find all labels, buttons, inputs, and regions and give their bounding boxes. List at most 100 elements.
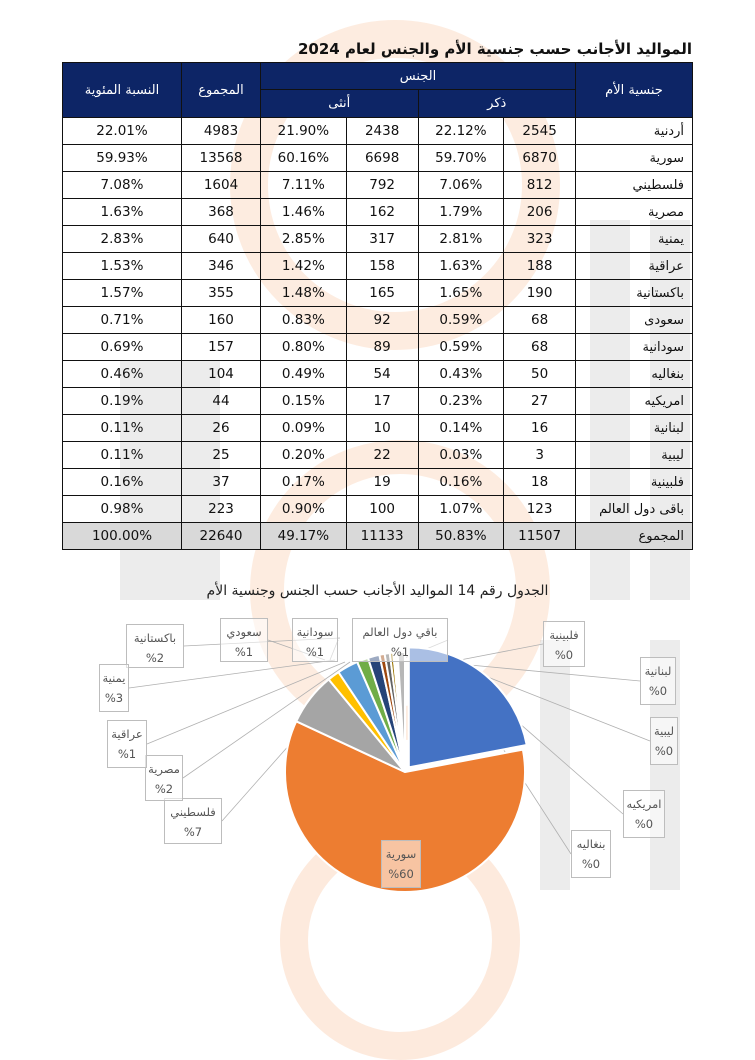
- pie-label-percent: %1: [390, 645, 410, 659]
- percent-cell: 0.46%: [62, 360, 182, 388]
- female-percent-cell: 1.48%: [260, 279, 347, 307]
- pie-label-percent: %0: [654, 744, 674, 758]
- nationality-cell: باكستانية: [575, 279, 693, 307]
- male-count-cell: 68: [503, 333, 576, 361]
- header-female: أنثى: [260, 89, 419, 118]
- female-percent-cell: 0.49%: [260, 360, 347, 388]
- pie-label-name: باكستانية: [133, 631, 177, 645]
- pie-label-percent: %0: [648, 684, 668, 698]
- female-count-cell: 19: [345, 468, 419, 496]
- male-count-cell: 27: [503, 387, 576, 415]
- nationality-cell: بنغاليه: [575, 360, 693, 388]
- pie-data-label: سورية %60: [381, 840, 421, 888]
- percent-cell: 0.16%: [62, 468, 182, 496]
- female-percent-cell: 21.90%: [260, 117, 347, 145]
- table-row: باقى دول العالم 123 1.07% 100 0.90% 223 0.98%: [62, 495, 693, 523]
- total-cell: 640: [181, 225, 261, 253]
- pie-label-name: ليبية: [653, 724, 675, 738]
- pie-data-label: سعودي %1: [220, 618, 268, 662]
- total-cell: 37: [181, 468, 261, 496]
- pie-data-label: يمنية %3: [99, 664, 129, 712]
- total-cell: 25: [181, 441, 261, 469]
- header-total: المجموع: [181, 62, 261, 118]
- male-count-cell: 3: [503, 441, 576, 469]
- total-cell: 160: [181, 306, 261, 334]
- female-percent-cell: 0.83%: [260, 306, 347, 334]
- pie-label-name: يمنية: [102, 671, 126, 685]
- percent-cell: 1.63%: [62, 198, 182, 226]
- table-row: باكستانية 190 1.65% 165 1.48% 355 1.57%: [62, 279, 693, 307]
- female-count-cell: 158: [345, 252, 419, 280]
- leader-line: [146, 661, 346, 745]
- total-cell: 104: [181, 360, 261, 388]
- leader-line: [469, 669, 651, 742]
- male-percent-cell: 22.12%: [417, 117, 505, 145]
- total-cell: 355: [181, 279, 261, 307]
- percent-cell: 0.19%: [62, 387, 182, 415]
- pie-slice: [284, 719, 526, 893]
- pie-data-label: باكستانية %2: [126, 624, 184, 668]
- male-percent-cell: 0.59%: [417, 306, 505, 334]
- female-count-cell: 10: [345, 414, 419, 442]
- percent-cell: 59.93%: [62, 144, 182, 172]
- male-percent-cell: 0.16%: [417, 468, 505, 496]
- female-percent-cell: 49.17%: [260, 522, 347, 550]
- total-cell: 26: [181, 414, 261, 442]
- pie-label-percent: %1: [234, 645, 254, 659]
- male-count-cell: 50: [503, 360, 576, 388]
- male-percent-cell: 1.65%: [417, 279, 505, 307]
- pie-label-name: لبنانية: [644, 664, 672, 678]
- nationality-cell: باقى دول العالم: [575, 495, 693, 523]
- nationality-cell: فلسطيني: [575, 171, 693, 199]
- pie-label-percent: %0: [554, 648, 574, 662]
- nationality-cell: سورية: [575, 144, 693, 172]
- pie-label-percent: %7: [183, 825, 203, 839]
- female-count-cell: 89: [345, 333, 419, 361]
- male-count-cell: 2545: [503, 117, 576, 145]
- female-count-cell: 6698: [345, 144, 419, 172]
- female-count-cell: 17: [345, 387, 419, 415]
- nationality-cell: امريكيه: [575, 387, 693, 415]
- male-percent-cell: 0.03%: [417, 441, 505, 469]
- births-table: جنسية الأم الجنس المجموع النسبة المئوية …: [62, 62, 693, 550]
- pie-label-percent: %2: [154, 782, 174, 796]
- pie-label-name: عراقية: [111, 727, 143, 741]
- pie-label-name: امريكيه: [626, 797, 662, 811]
- pie-label-name: سورية: [385, 847, 417, 861]
- pie-label-percent: %2: [145, 651, 165, 665]
- male-percent-cell: 0.23%: [417, 387, 505, 415]
- leader-line: [182, 661, 351, 779]
- female-count-cell: 54: [345, 360, 419, 388]
- total-cell: 157: [181, 333, 261, 361]
- male-percent-cell: 2.81%: [417, 225, 505, 253]
- pie-data-label: مصرية %2: [145, 755, 183, 801]
- male-count-cell: 190: [503, 279, 576, 307]
- leader-line: [459, 643, 544, 661]
- male-percent-cell: 0.43%: [417, 360, 505, 388]
- female-count-cell: 317: [345, 225, 419, 253]
- table-row: أردنية 2545 22.12% 2438 21.90% 4983 22.01%: [62, 117, 693, 145]
- male-percent-cell: 59.70%: [417, 144, 505, 172]
- pie-data-label: امريكيه %0: [623, 790, 665, 838]
- female-percent-cell: 0.90%: [260, 495, 347, 523]
- female-percent-cell: 0.15%: [260, 387, 347, 415]
- nationality-cell: لبنانية: [575, 414, 693, 442]
- total-cell: 22640: [181, 522, 261, 550]
- percent-cell: 0.69%: [62, 333, 182, 361]
- female-percent-cell: 60.16%: [260, 144, 347, 172]
- percent-cell: 7.08%: [62, 171, 182, 199]
- female-percent-cell: 1.46%: [260, 198, 347, 226]
- header-male: ذكر: [417, 89, 577, 118]
- pie-data-label: فلبينية %0: [543, 621, 585, 667]
- male-count-cell: 18: [503, 468, 576, 496]
- percent-cell: 0.11%: [62, 414, 182, 442]
- pie-label-percent: %1: [117, 747, 137, 761]
- percent-cell: 22.01%: [62, 117, 182, 145]
- total-cell: 1604: [181, 171, 261, 199]
- female-percent-cell: 0.80%: [260, 333, 347, 361]
- female-count-cell: 11133: [345, 522, 419, 550]
- female-count-cell: 92: [345, 306, 419, 334]
- total-cell: 368: [181, 198, 261, 226]
- female-count-cell: 22: [345, 441, 419, 469]
- male-count-cell: 16: [503, 414, 576, 442]
